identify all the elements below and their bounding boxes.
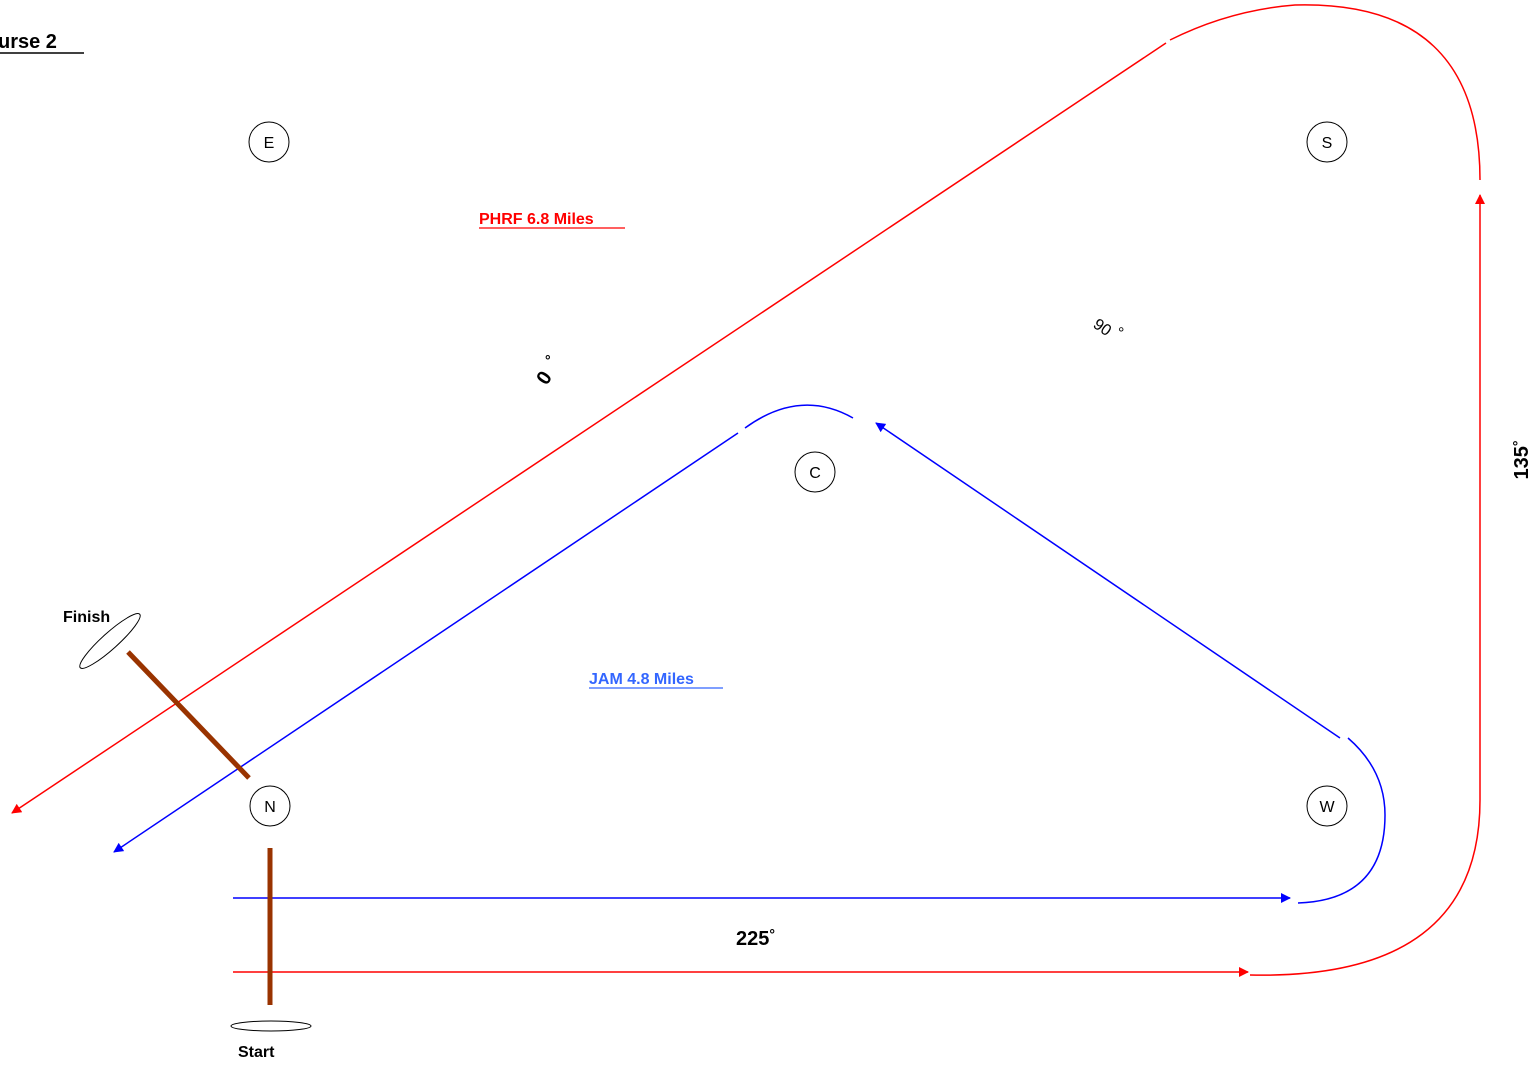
jam-leg-0 [113,432,739,853]
mark-c-label: C [809,465,821,482]
mark-s-label: S [1322,135,1333,152]
jam-rounding-w [1297,737,1386,904]
start-flag: Start [230,1020,312,1061]
bearing-135-group: 135° [1510,441,1533,480]
phrf-rounding-s [1169,4,1481,181]
finish-flag-icon [79,613,141,669]
bearing-225-label: 225° [736,926,775,950]
bearing-90-group: 90 [1090,316,1114,340]
finish-label: Finish [63,609,110,626]
bearing-0-value: 0 [532,367,556,389]
jam-course-label: JAM 4.8 Miles [589,671,694,688]
mark-w-buoy-icon [1306,785,1348,827]
jam-course [113,404,1386,904]
bearing-0-group: 0 [532,367,556,389]
bearing-135-label: 135° [1510,441,1533,480]
jam-label-group: JAM 4.8 Miles [589,671,723,689]
bearing-90-value: 90 [1090,316,1114,340]
phrf-course-label: PHRF 6.8 Miles [479,211,594,228]
mark-w-label: W [1319,799,1335,816]
jam-leg-90 [875,422,1341,739]
mark-e: E [248,121,290,163]
phrf-rounding-w [1249,799,1481,976]
jam-rounding-c [744,404,854,429]
start-label: Start [238,1044,275,1061]
mark-s-buoy-icon [1306,121,1348,163]
line-markers [126,650,273,1005]
course-title-group: urse 2 [0,31,84,54]
bearing-0-degree: ° [545,352,551,368]
mark-n-label: N [264,799,276,816]
phrf-label-group: PHRF 6.8 Miles [479,211,625,229]
mark-e-buoy-icon [248,121,290,163]
phrf-leg-0 [11,42,1167,814]
phrf-course [11,4,1485,977]
mark-n-buoy-icon [249,785,291,827]
mark-e-label: E [264,135,275,152]
start-flag-icon [230,1020,312,1032]
course-title: urse 2 [0,31,57,53]
mark-n: N [249,785,291,827]
bearing-90-degree: ° [1118,325,1124,342]
mark-w: W [1306,785,1348,827]
mark-c: C [794,451,836,493]
finish-line [126,650,251,780]
mark-c-buoy-icon [794,451,836,493]
finish-flag: Finish [63,609,141,669]
mark-s: S [1306,121,1348,163]
